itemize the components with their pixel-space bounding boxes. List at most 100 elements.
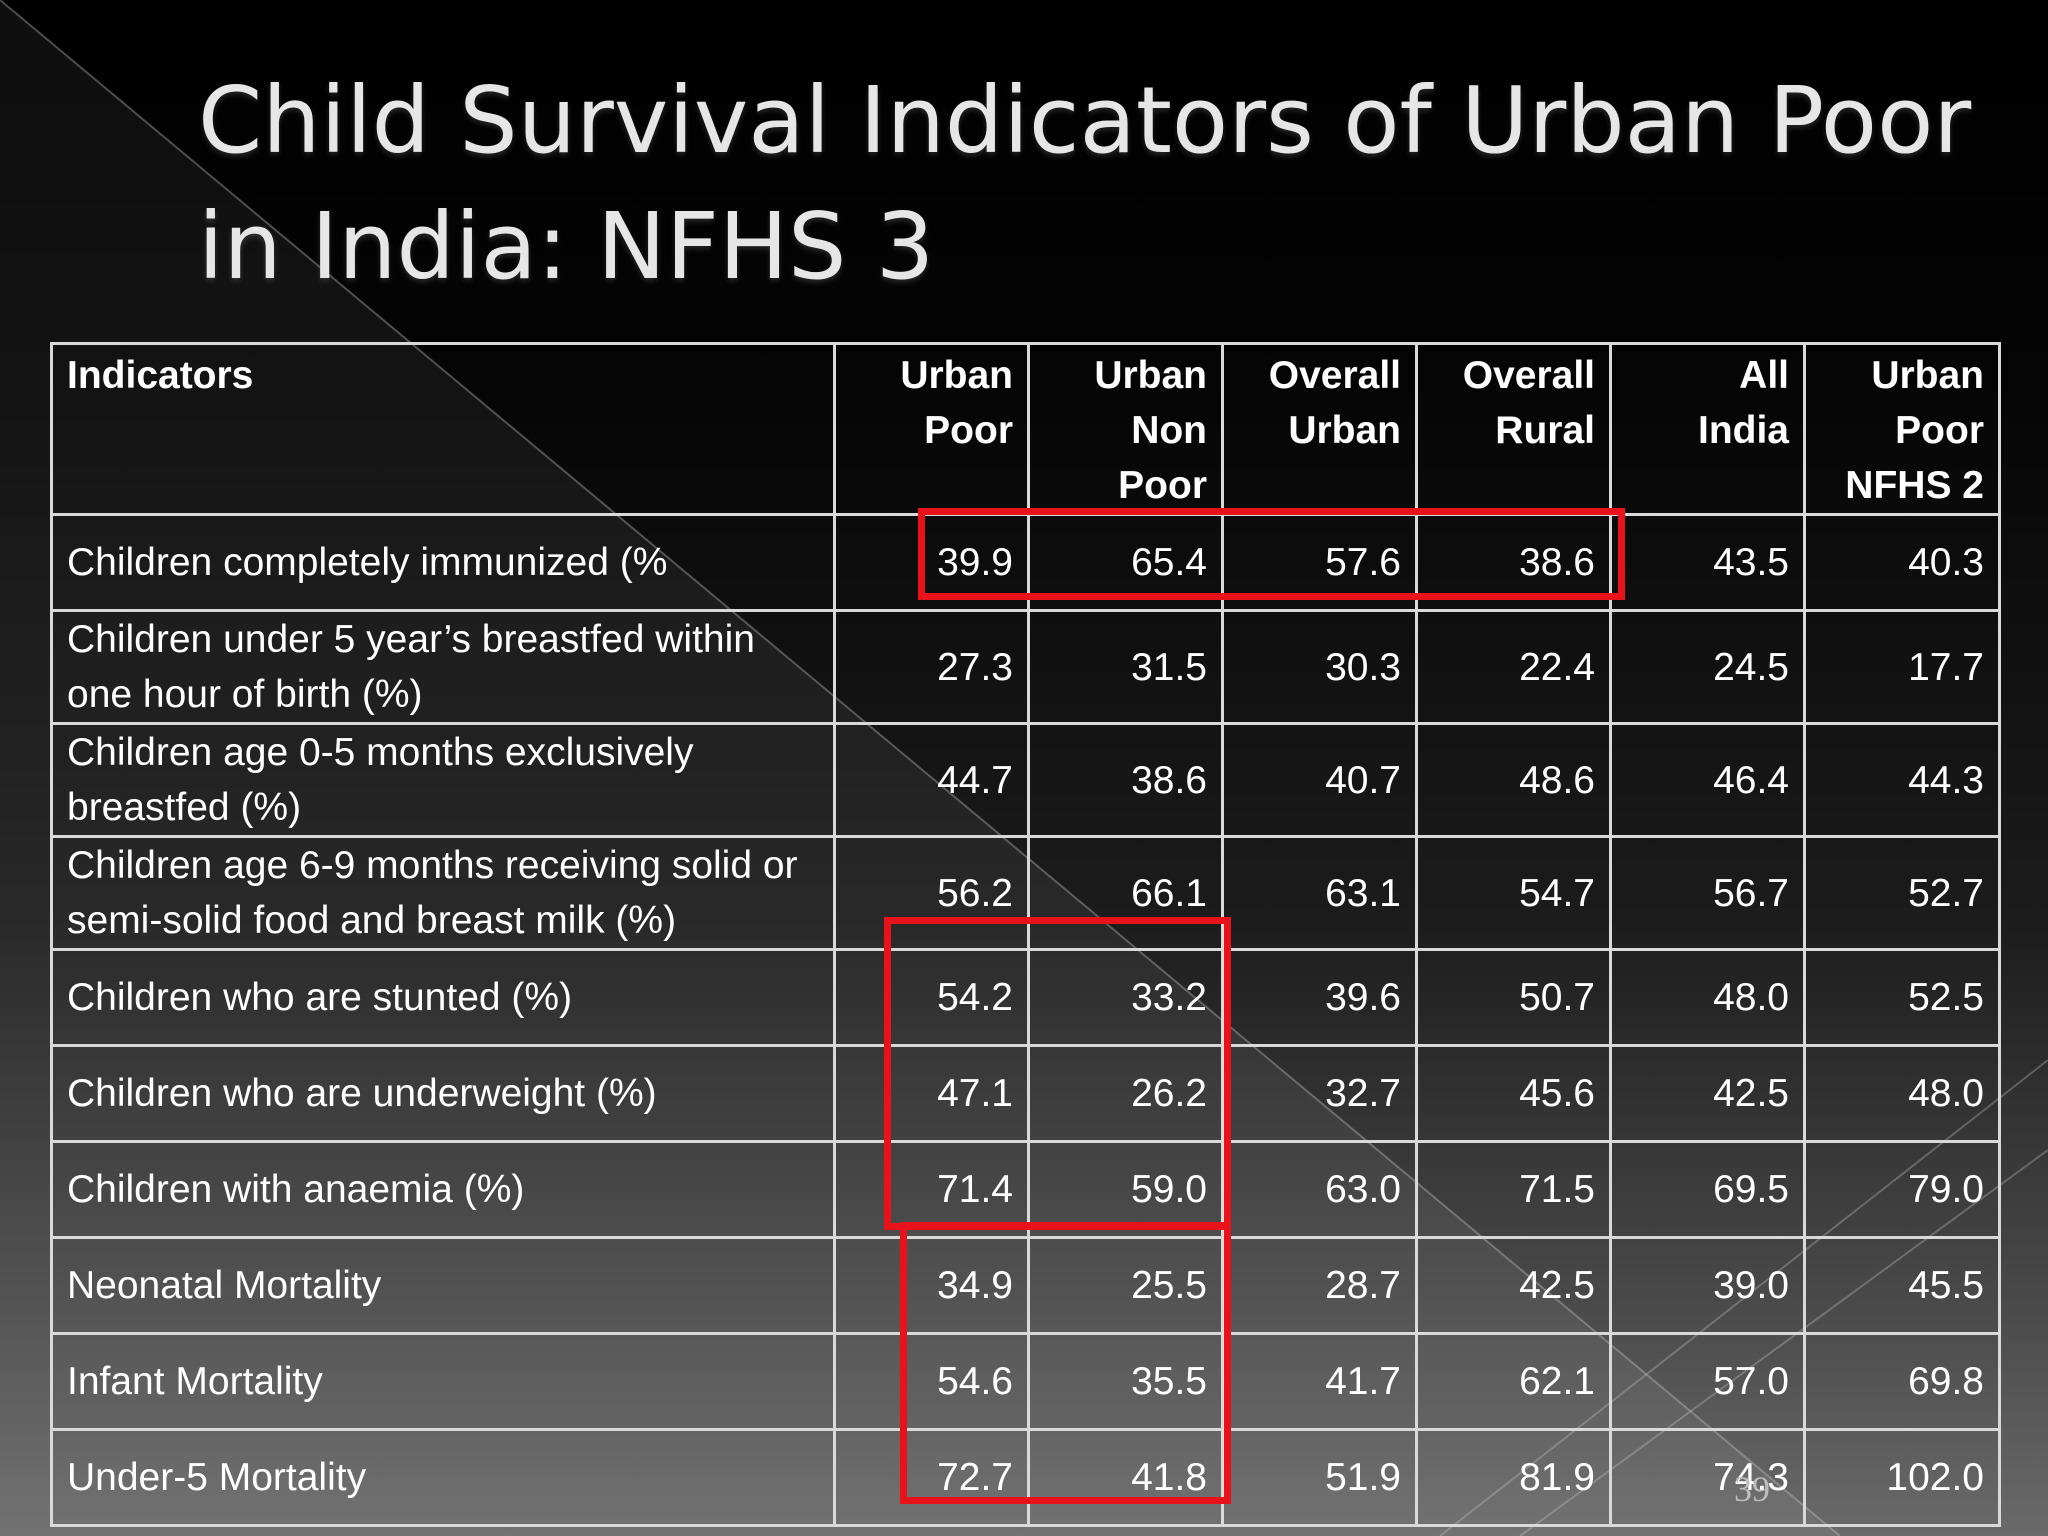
value-cell: 38.6 xyxy=(1027,722,1224,838)
value-cell: 43.5 xyxy=(1609,513,1806,612)
table-row: Children who are underweight (%) 47.1 26.2… xyxy=(50,1044,2001,1143)
value-cell: 47.1 xyxy=(833,1044,1030,1143)
value-cell: 17.7 xyxy=(1803,609,2001,725)
value-cell: 27.3 xyxy=(833,609,1030,725)
value-cell: 66.1 xyxy=(1027,835,1224,951)
value-cell: 56.2 xyxy=(833,835,1030,951)
header-cell: Urban Poor xyxy=(833,342,1030,516)
indicator-label-line: Children who are stunted (%) xyxy=(67,976,573,1019)
table-header-row: Indicators Urban Poor Urban Non Poor Overal… xyxy=(50,342,2001,516)
table-row: Neonatal Mortality 34.9 25.5 28.7 42.5 39.0 45… xyxy=(50,1236,2001,1335)
indicator-label-cell: Children age 0-5 months exclusively breas… xyxy=(50,722,836,838)
value-cell: 63.0 xyxy=(1221,1140,1418,1239)
value-cell: 45.6 xyxy=(1415,1044,1612,1143)
indicator-label-line: Children age 6-9 months receiving solid … xyxy=(67,844,798,887)
value-cell: 35.5 xyxy=(1027,1332,1224,1431)
indicator-label-line: Children who are underweight (%) xyxy=(67,1072,657,1115)
value-cell: 79.0 xyxy=(1803,1140,2001,1239)
table-row: Children age 0-5 months exclusively breas… xyxy=(50,722,2001,838)
header-cell: Overall Rural xyxy=(1415,342,1612,516)
table-row: Children with anaemia (%) 71.4 59.0 63.0 71.… xyxy=(50,1140,2001,1239)
header-cell: Urban Poor NFHS 2 xyxy=(1803,342,2001,516)
value-cell: 81.9 xyxy=(1415,1428,1612,1527)
indicator-label-cell: Children completely immunized (% xyxy=(50,513,836,612)
indicator-label-cell: Children with anaemia (%) xyxy=(50,1140,836,1239)
slide-title: Child Survival Indicators of Urban Poor … xyxy=(198,67,1972,300)
value-cell: 71.5 xyxy=(1415,1140,1612,1239)
value-cell: 46.4 xyxy=(1609,722,1806,838)
value-cell: 48.0 xyxy=(1609,948,1806,1047)
value-cell: 74.3 xyxy=(1609,1428,1806,1527)
indicator-label-line: Children completely immunized (% xyxy=(67,541,668,584)
table-row: Children age 6-9 months receiving solid … xyxy=(50,835,2001,951)
indicator-label-line: Children with anaemia (%) xyxy=(67,1168,525,1211)
value-cell: 102.0 xyxy=(1803,1428,2001,1527)
indicator-label-line: Children under 5 year’s breastfed within xyxy=(67,618,755,661)
table-row: Children completely immunized (% 39.9 65.4… xyxy=(50,513,2001,612)
indicator-label-cell: Children who are stunted (%) xyxy=(50,948,836,1047)
value-cell: 54.7 xyxy=(1415,835,1612,951)
table-row: Under-5 Mortality 72.7 41.8 51.9 81.9 74.3 102… xyxy=(50,1428,2001,1527)
value-cell: 31.5 xyxy=(1027,609,1224,725)
value-cell: 51.9 xyxy=(1221,1428,1418,1527)
indicator-label-line: breastfed (%) xyxy=(67,786,302,829)
table-row: Infant Mortality 54.6 35.5 41.7 62.1 57.0 69.8 xyxy=(50,1332,2001,1431)
header-cell: Indicators xyxy=(50,342,836,516)
indicator-label-cell: Children age 6-9 months receiving solid … xyxy=(50,835,836,951)
value-cell: 52.5 xyxy=(1803,948,2001,1047)
value-cell: 33.2 xyxy=(1027,948,1224,1047)
value-cell: 30.3 xyxy=(1221,609,1418,725)
value-cell: 39.0 xyxy=(1609,1236,1806,1335)
value-cell: 41.7 xyxy=(1221,1332,1418,1431)
value-cell: 34.9 xyxy=(833,1236,1030,1335)
value-cell: 54.2 xyxy=(833,948,1030,1047)
indicator-label-line: Neonatal Mortality xyxy=(67,1264,382,1307)
indicator-label-cell: Children under 5 year’s breastfed within… xyxy=(50,609,836,725)
value-cell: 42.5 xyxy=(1609,1044,1806,1143)
value-cell: 28.7 xyxy=(1221,1236,1418,1335)
value-cell: 52.7 xyxy=(1803,835,2001,951)
highlight-box-immunization xyxy=(918,508,1625,600)
indicator-label-cell: Infant Mortality xyxy=(50,1332,836,1431)
indicator-label-cell: Under-5 Mortality xyxy=(50,1428,836,1527)
indicators-table: Indicators Urban Poor Urban Non Poor Overal… xyxy=(50,342,2001,1527)
header-cell: Overall Urban xyxy=(1221,342,1418,516)
indicator-label-line: semi-solid food and breast milk (%) xyxy=(67,899,677,942)
value-cell: 45.5 xyxy=(1803,1236,2001,1335)
value-cell: 22.4 xyxy=(1415,609,1612,725)
indicator-label-cell: Neonatal Mortality xyxy=(50,1236,836,1335)
value-cell: 69.5 xyxy=(1609,1140,1806,1239)
indicator-label-line: Under-5 Mortality xyxy=(67,1456,367,1499)
value-cell: 44.7 xyxy=(833,722,1030,838)
value-cell: 48.6 xyxy=(1415,722,1612,838)
value-cell: 39.6 xyxy=(1221,948,1418,1047)
indicator-label-line: Infant Mortality xyxy=(67,1360,323,1403)
slide-number: 39 xyxy=(1734,1469,1770,1509)
value-cell: 40.3 xyxy=(1803,513,2001,612)
indicator-label-line: Children age 0-5 months exclusively xyxy=(67,731,694,774)
value-cell: 32.7 xyxy=(1221,1044,1418,1143)
value-cell: 63.1 xyxy=(1221,835,1418,951)
value-cell: 24.5 xyxy=(1609,609,1806,725)
value-cell: 41.8 xyxy=(1027,1428,1224,1527)
value-cell: 72.7 xyxy=(833,1428,1030,1527)
value-cell: 54.6 xyxy=(833,1332,1030,1431)
value-cell: 25.5 xyxy=(1027,1236,1224,1335)
value-cell: 69.8 xyxy=(1803,1332,2001,1431)
table-row: Children under 5 year’s breastfed within… xyxy=(50,609,2001,725)
value-cell: 57.0 xyxy=(1609,1332,1806,1431)
value-cell: 62.1 xyxy=(1415,1332,1612,1431)
indicator-label-cell: Children who are underweight (%) xyxy=(50,1044,836,1143)
value-cell: 42.5 xyxy=(1415,1236,1612,1335)
value-cell: 44.3 xyxy=(1803,722,2001,838)
indicator-label-line: one hour of birth (%) xyxy=(67,673,423,716)
highlight-box-nutrition xyxy=(884,917,1231,1230)
highlight-box-mortality xyxy=(900,1222,1231,1504)
header-cell: Urban Non Poor xyxy=(1027,342,1224,516)
value-cell: 40.7 xyxy=(1221,722,1418,838)
value-cell: 56.7 xyxy=(1609,835,1806,951)
table-row: Children who are stunted (%) 54.2 33.2 39.6… xyxy=(50,948,2001,1047)
value-cell: 50.7 xyxy=(1415,948,1612,1047)
value-cell: 26.2 xyxy=(1027,1044,1224,1143)
value-cell: 48.0 xyxy=(1803,1044,2001,1143)
